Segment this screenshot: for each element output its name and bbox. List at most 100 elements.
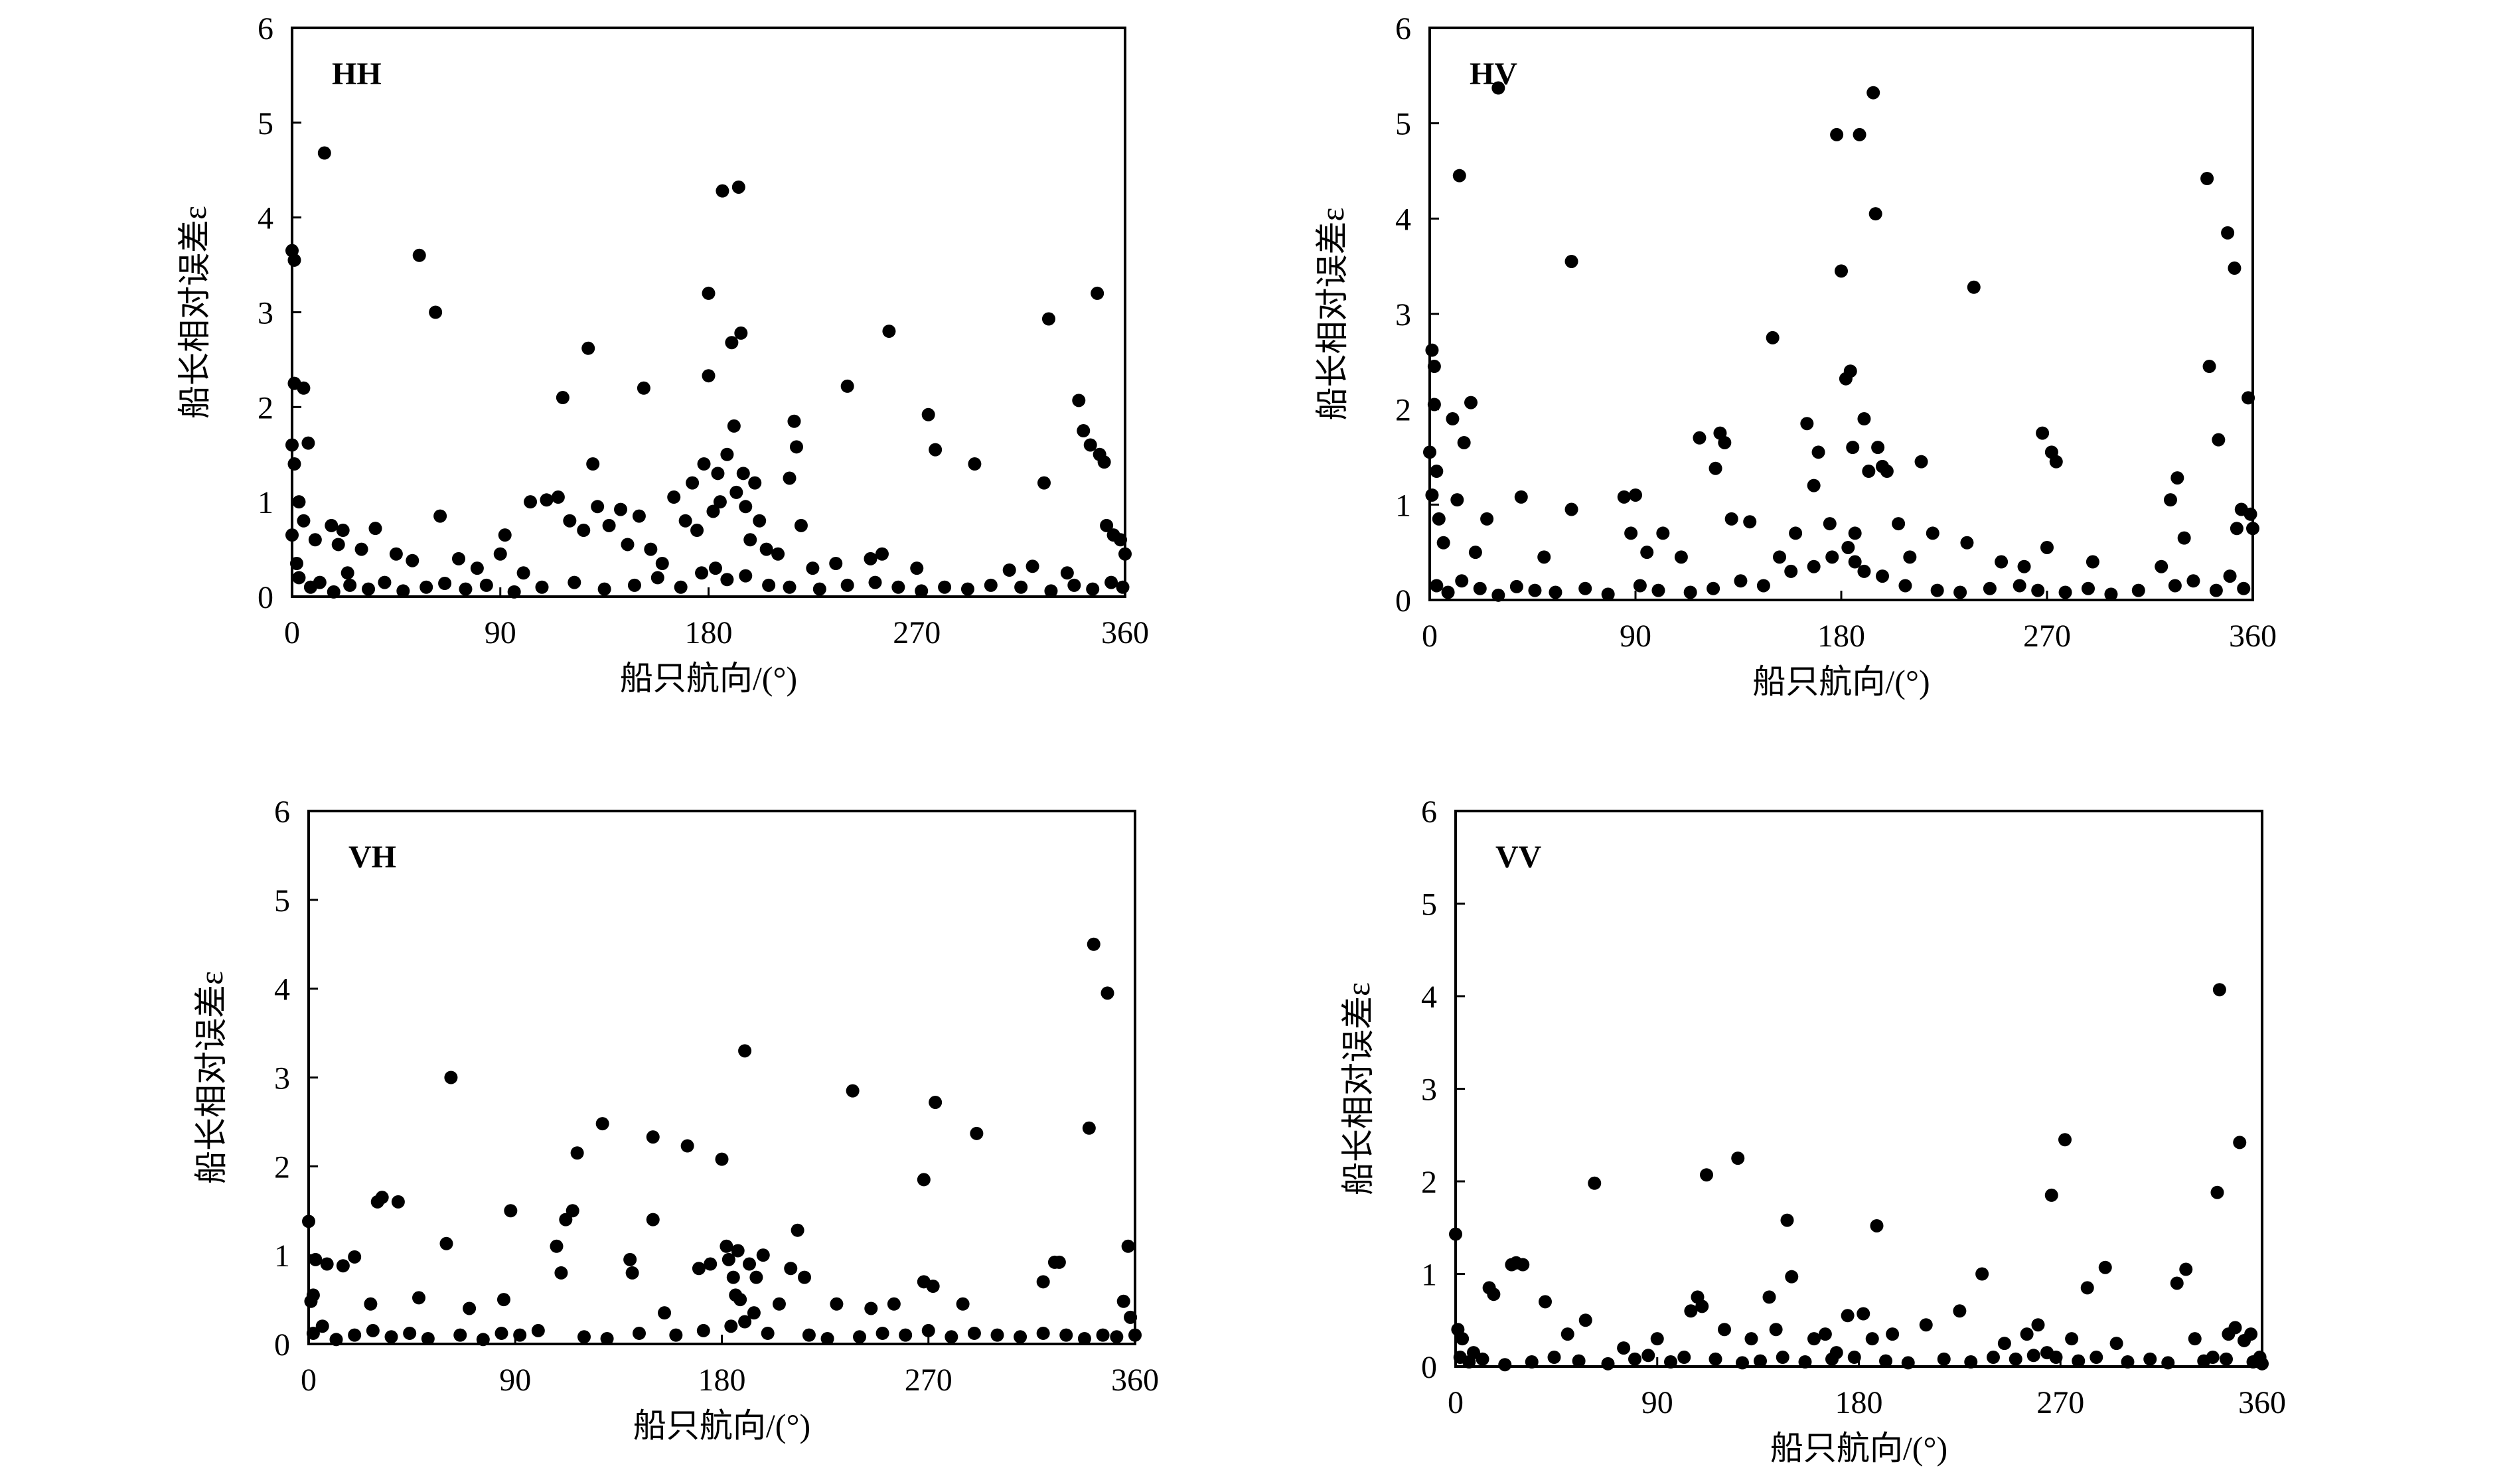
panel-vh-data-point — [733, 1293, 747, 1307]
panel-vh-data-point — [1128, 1328, 1142, 1342]
panel-hv-data-point — [1656, 526, 1670, 540]
panel-vv-data-point — [1487, 1288, 1501, 1301]
panel-hh-data-point — [470, 561, 484, 575]
panel-vh-data-point — [336, 1259, 350, 1273]
panel-hh-data-point — [292, 571, 306, 585]
panel-hh-data-point — [627, 578, 641, 592]
panel-hh-data-point — [1037, 476, 1051, 490]
panel-hh-data-point — [650, 571, 664, 585]
panel-vv-data-point — [1841, 1309, 1855, 1323]
panel-hv-ytick-label: 6 — [1395, 11, 1411, 46]
panel-vh-data-point — [625, 1266, 639, 1280]
panel-hv-data-point — [1441, 585, 1455, 599]
panel-hh-data-point — [1118, 547, 1132, 561]
panel-vv-data-point — [1677, 1351, 1691, 1365]
panel-vv-data-point — [2026, 1349, 2040, 1363]
panel-hv-data-point — [1784, 564, 1798, 578]
panel-hh-data-point — [789, 440, 803, 454]
panel-vv-data-point — [2109, 1337, 2123, 1351]
panel-hh-data-point — [433, 509, 447, 523]
panel-vv-data-point — [1987, 1351, 2000, 1365]
panel-vh-xtick-label: 90 — [499, 1363, 531, 1398]
panel-vv-ytick-label: 5 — [1421, 887, 1437, 923]
panel-hh-data-point — [540, 493, 554, 507]
panel-hh-data-point — [708, 561, 722, 575]
panel-vh-data-point — [453, 1328, 467, 1342]
panel-vv-ytick-label: 1 — [1421, 1258, 1437, 1293]
panel-hh-data-point — [743, 533, 757, 547]
panel-hh-data-point — [864, 552, 877, 565]
panel-vh-data-point — [926, 1280, 940, 1294]
panel-hv-data-point — [1601, 587, 1615, 601]
panel-vv-data-point — [1560, 1327, 1574, 1341]
panel-vh-data-point — [348, 1250, 362, 1264]
panel-vh-data-point — [921, 1323, 935, 1337]
panel-vh-xtick-label: 0 — [301, 1363, 317, 1398]
panel-vh-data-point — [864, 1301, 878, 1315]
panel-hh-data-point — [621, 538, 635, 552]
panel-vv-ytick-label: 2 — [1421, 1165, 1437, 1200]
panel-hh-data-point — [1091, 286, 1104, 300]
panel-hv-data-point — [1825, 550, 1839, 564]
panel-hv-data-point — [1734, 574, 1748, 588]
panel-hv-data-point — [1624, 526, 1638, 540]
panel-hv-data-point — [1857, 564, 1871, 578]
panel-hh-data-point — [507, 585, 521, 599]
panel-hv-data-point — [1446, 412, 1460, 426]
panel-hh-data-point — [1097, 455, 1111, 469]
panel-vh-data-point — [348, 1328, 362, 1342]
panel-hv-data-point — [1427, 360, 1441, 374]
panel-vv-data-point — [2212, 983, 2226, 997]
panel-vv-data-point — [1718, 1323, 1731, 1337]
panel-hh-data-point — [498, 528, 512, 542]
panel-hh-data-point — [725, 336, 739, 350]
panel-hv-data-point — [1425, 488, 1439, 502]
panel-hv-data-point — [1709, 461, 1722, 475]
panel-hv-data-point — [1629, 488, 1642, 502]
panel-hv-data-point — [1455, 574, 1469, 588]
panel-hh-ytick-label: 4 — [258, 201, 273, 236]
panel-vh-data-point — [364, 1297, 378, 1311]
panel-hh-data-point — [702, 286, 716, 300]
panel-hv-data-point — [1876, 569, 1889, 583]
panel-hh-data-point — [1014, 580, 1028, 594]
panel-hv-data-point — [2200, 171, 2214, 185]
panel-hh-data-point — [783, 471, 797, 485]
panel-vv-data-point — [2058, 1133, 2072, 1147]
panel-hv-data-point — [2058, 585, 2072, 599]
panel-hh: HH 船只航向/(°) 船长相对误差ε 0 90 180 270 360 0 1 2 3 4 5 6 — [176, 11, 1149, 697]
panel-vv-data-point — [1525, 1355, 1539, 1369]
panel-hh-data-point — [301, 436, 315, 450]
panel-hh-data-point — [597, 582, 611, 596]
panel-hv-data-point — [1707, 581, 1720, 595]
panel-vv-data-point — [1695, 1299, 1709, 1313]
panel-vv-data-point — [2121, 1355, 2135, 1369]
panel-hh-data-point — [711, 467, 725, 481]
panel-hv-data-point — [2209, 583, 2223, 597]
panel-vh-data-point — [658, 1306, 672, 1320]
panel-vv-data-point — [2220, 1352, 2233, 1366]
panel-vv-data-point — [2044, 1188, 2058, 1202]
panel-vv-data-point — [2143, 1352, 2157, 1366]
panel-hv-ytick-label: 5 — [1395, 107, 1411, 142]
panel-vv-xtick-label: 90 — [1641, 1385, 1673, 1420]
panel-vh-ytick-label: 2 — [274, 1150, 290, 1185]
panel-hh-data-point — [313, 575, 327, 589]
panel-vv-data-point — [1754, 1354, 1767, 1368]
panel-hh-data-point — [1026, 559, 1039, 573]
panel-hh-data-point — [702, 369, 716, 383]
panel-vh-ytick-label: 4 — [274, 972, 290, 1007]
panel-hv-data-point — [1926, 526, 1939, 540]
panel-hv-data-point — [1480, 512, 1494, 526]
panel-hh-data-point — [419, 580, 433, 594]
panel-vv-data-point — [1731, 1151, 1745, 1165]
panel-vh-data-point — [306, 1326, 320, 1340]
panel-vh-data-point — [887, 1297, 901, 1311]
panel-hh-data-point — [713, 495, 727, 509]
panel-hv-data-point — [1898, 579, 1912, 593]
panel-hv-data-point — [2086, 555, 2099, 569]
panel-hv-data-point — [2170, 471, 2184, 485]
panel-hh-data-point — [581, 341, 595, 355]
panel-hh-ytick-label: 6 — [258, 11, 273, 46]
panel-hv-xtick-label: 270 — [2023, 619, 2071, 654]
